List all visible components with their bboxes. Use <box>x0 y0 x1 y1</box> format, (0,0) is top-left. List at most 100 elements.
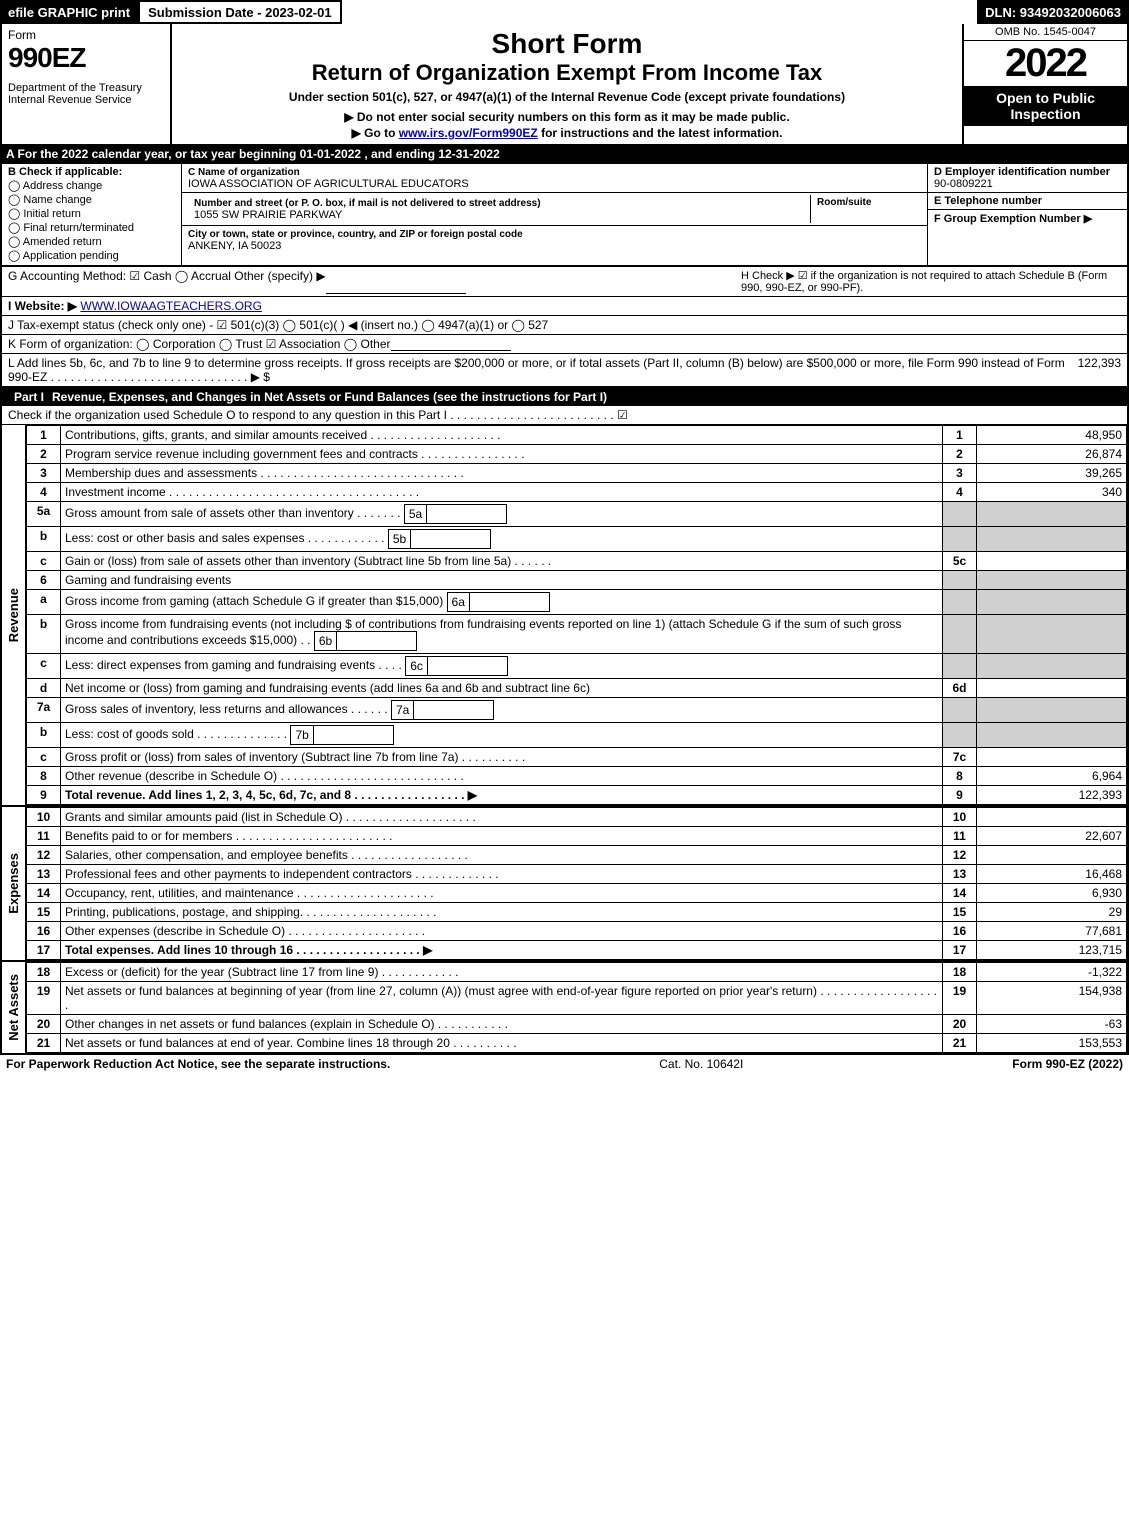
netassets-table: 18Excess or (deficit) for the year (Subt… <box>26 962 1127 1053</box>
ck-amended[interactable]: ◯ Amended return <box>8 235 175 248</box>
line-5c: Gain or (loss) from sale of assets other… <box>61 552 943 571</box>
form-number: 990EZ <box>8 42 164 74</box>
ck-address-change[interactable]: ◯ Address change <box>8 179 175 192</box>
submission-date: Submission Date - 2023-02-01 <box>138 0 342 24</box>
open-public: Open to Public Inspection <box>964 86 1127 126</box>
line-14: Occupancy, rent, utilities, and maintena… <box>61 884 943 903</box>
amt-10 <box>977 808 1127 827</box>
line-20: Other changes in net assets or fund bala… <box>61 1015 943 1034</box>
line-1: Contributions, gifts, grants, and simila… <box>61 426 943 445</box>
line-4: Investment income . . . . . . . . . . . … <box>61 483 943 502</box>
expenses-section: Expenses 10Grants and similar amounts pa… <box>0 807 1129 962</box>
amt-14: 6,930 <box>977 884 1127 903</box>
part1-label: Part I <box>6 390 52 404</box>
title-main: Return of Organization Exempt From Incom… <box>178 60 956 86</box>
amt-2: 26,874 <box>977 445 1127 464</box>
revenue-table: 1Contributions, gifts, grants, and simil… <box>26 425 1127 805</box>
c-city-label: City or town, state or province, country… <box>188 229 523 240</box>
org-name: IOWA ASSOCIATION OF AGRICULTURAL EDUCATO… <box>188 178 469 190</box>
part1-title: Revenue, Expenses, and Changes in Net As… <box>52 390 1123 404</box>
line-2: Program service revenue including govern… <box>61 445 943 464</box>
line-6: Gaming and fundraising events <box>61 571 943 590</box>
title-block: Form 990EZ Department of the Treasury In… <box>0 24 1129 146</box>
revenue-vlabel: Revenue <box>6 584 21 646</box>
netassets-section: Net Assets 18Excess or (deficit) for the… <box>0 962 1129 1055</box>
c-addr-label: Number and street (or P. O. box, if mail… <box>194 198 541 209</box>
c-name-label: C Name of organization <box>188 167 300 178</box>
amt-3: 39,265 <box>977 464 1127 483</box>
i-label: I Website: ▶ <box>8 299 77 313</box>
amt-17: 123,715 <box>977 941 1127 960</box>
amt-11: 22,607 <box>977 827 1127 846</box>
amt-8: 6,964 <box>977 767 1127 786</box>
line-5b: Less: cost or other basis and sales expe… <box>61 527 943 552</box>
header-bar: efile GRAPHIC print Submission Date - 20… <box>0 0 1129 24</box>
irs-link[interactable]: www.irs.gov/Form990EZ <box>399 126 538 140</box>
f-label: F Group Exemption Number ▶ <box>934 213 1092 225</box>
dln-label: DLN: 93492032006063 <box>977 0 1129 24</box>
amt-6d <box>977 679 1127 698</box>
efile-label: efile GRAPHIC print <box>0 0 138 24</box>
ein: 90-0809221 <box>934 178 993 190</box>
line-7c: Gross profit or (loss) from sales of inv… <box>61 748 943 767</box>
row-a: A For the 2022 calendar year, or tax yea… <box>0 146 1129 164</box>
amt-21: 153,553 <box>977 1034 1127 1053</box>
line-6c: Less: direct expenses from gaming and fu… <box>61 654 943 679</box>
line-7a: Gross sales of inventory, less returns a… <box>61 698 943 723</box>
amt-16: 77,681 <box>977 922 1127 941</box>
amt-1: 48,950 <box>977 426 1127 445</box>
expenses-vlabel: Expenses <box>6 849 21 918</box>
org-address: 1055 SW PRAIRIE PARKWAY <box>194 209 342 221</box>
g-accounting: G Accounting Method: ☑ Cash ◯ Accrual Ot… <box>8 269 326 294</box>
ck-name-change[interactable]: ◯ Name change <box>8 193 175 206</box>
row-k: K Form of organization: ◯ Corporation ◯ … <box>0 335 1129 354</box>
line-17: Total expenses. Add lines 10 through 16 … <box>61 941 943 960</box>
line-13: Professional fees and other payments to … <box>61 865 943 884</box>
line-5a: Gross amount from sale of assets other t… <box>61 502 943 527</box>
footer-left: For Paperwork Reduction Act Notice, see … <box>6 1057 390 1071</box>
line-10: Grants and similar amounts paid (list in… <box>61 808 943 827</box>
form-word: Form <box>8 28 164 42</box>
section-b-c-d: B Check if applicable: ◯ Address change … <box>0 164 1129 267</box>
line-16: Other expenses (describe in Schedule O) … <box>61 922 943 941</box>
line-6b: Gross income from fundraising events (no… <box>61 615 943 654</box>
omb-number: OMB No. 1545-0047 <box>964 24 1127 41</box>
part1-header: Part I Revenue, Expenses, and Changes in… <box>0 388 1129 406</box>
row-g-h: G Accounting Method: ☑ Cash ◯ Accrual Ot… <box>0 267 1129 297</box>
amt-13: 16,468 <box>977 865 1127 884</box>
revenue-section: Revenue 1Contributions, gifts, grants, a… <box>0 425 1129 807</box>
h-check: H Check ▶ ☑ if the organization is not r… <box>741 269 1121 294</box>
b-label: B Check if applicable: <box>8 166 122 178</box>
amt-19: 154,938 <box>977 982 1127 1015</box>
line-12: Salaries, other compensation, and employ… <box>61 846 943 865</box>
l-text: L Add lines 5b, 6c, and 7b to line 9 to … <box>8 356 1074 384</box>
k-org-form: K Form of organization: ◯ Corporation ◯ … <box>8 337 391 351</box>
ck-final-return[interactable]: ◯ Final return/terminated <box>8 221 175 234</box>
tax-year: 2022 <box>964 41 1127 86</box>
line-19: Net assets or fund balances at beginning… <box>61 982 943 1015</box>
amt-9: 122,393 <box>977 786 1127 805</box>
netassets-vlabel: Net Assets <box>6 970 21 1045</box>
website-link[interactable]: WWW.IOWAAGTEACHERS.ORG <box>80 299 262 313</box>
title-warn: ▶ Do not enter social security numbers o… <box>178 110 956 124</box>
footer-mid: Cat. No. 10642I <box>390 1057 1012 1071</box>
row-i: I Website: ▶ WWW.IOWAAGTEACHERS.ORG <box>0 297 1129 316</box>
room-label: Room/suite <box>817 197 871 208</box>
part1-sub: Check if the organization used Schedule … <box>0 406 1129 425</box>
line-15: Printing, publications, postage, and shi… <box>61 903 943 922</box>
ck-initial-return[interactable]: ◯ Initial return <box>8 207 175 220</box>
row-j: J Tax-exempt status (check only one) - ☑… <box>0 316 1129 335</box>
e-label: E Telephone number <box>934 195 1042 207</box>
d-label: D Employer identification number <box>934 166 1110 178</box>
amt-18: -1,322 <box>977 963 1127 982</box>
org-city: ANKENY, IA 50023 <box>188 240 281 252</box>
line-8: Other revenue (describe in Schedule O) .… <box>61 767 943 786</box>
line-3: Membership dues and assessments . . . . … <box>61 464 943 483</box>
title-goto: ▶ Go to www.irs.gov/Form990EZ for instru… <box>178 126 956 140</box>
ck-pending[interactable]: ◯ Application pending <box>8 249 175 262</box>
amt-4: 340 <box>977 483 1127 502</box>
title-sub: Under section 501(c), 527, or 4947(a)(1)… <box>178 90 956 104</box>
line-18: Excess or (deficit) for the year (Subtra… <box>61 963 943 982</box>
footer: For Paperwork Reduction Act Notice, see … <box>0 1055 1129 1073</box>
title-short: Short Form <box>178 28 956 60</box>
